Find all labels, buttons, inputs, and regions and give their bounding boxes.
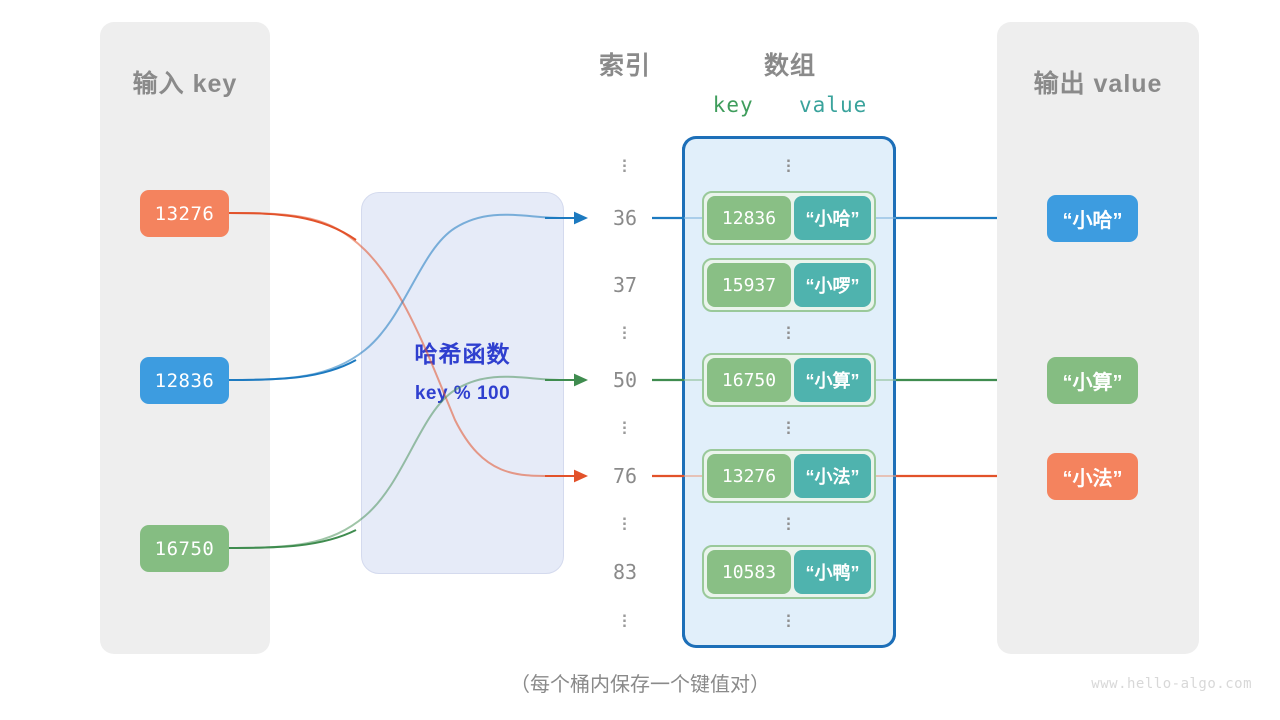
output-value-box[interactable]: “小法” [1047,453,1138,500]
input-key-box[interactable]: 12836 [140,357,229,404]
output-value-panel: 输出 value [997,22,1199,654]
input-key-label: 13276 [154,202,215,225]
index-ellipsis: · · · [622,151,628,181]
array-column-headers: key value [684,93,896,117]
value-column-header: value [799,93,868,117]
array-ellipsis: · · · [786,151,792,181]
array-bucket[interactable]: 16750 “小算” [702,353,876,407]
key-column-header: key [712,93,754,117]
bucket-key: 16750 [707,358,791,402]
input-panel-title: 输入 key [132,70,238,98]
array-bucket[interactable]: 10583 “小鸭” [702,545,876,599]
output-panel-title: 输出 value [1033,70,1163,98]
bucket-key: 12836 [707,196,791,240]
bucket-value: “小啰” [794,263,871,307]
input-key-box[interactable]: 13276 [140,190,229,237]
output-value-label: “小哈” [1062,210,1123,232]
array-ellipsis: · · · [786,318,792,348]
output-value-label: “小算” [1062,372,1123,394]
hash-function-formula: key % 100 [414,383,511,404]
array-column-heading: 数组 [763,52,816,80]
input-key-label: 12836 [154,369,215,392]
array-ellipsis: · · · [786,413,792,443]
index-label-50: 50 [612,368,638,392]
bucket-key: 13276 [707,454,791,498]
bucket-key: 10583 [707,550,791,594]
diagram-caption: （每个桶内保存一个键值对） [510,674,770,696]
input-key-box[interactable]: 16750 [140,525,229,572]
output-value-box[interactable]: “小哈” [1047,195,1138,242]
array-bucket[interactable]: 15937 “小啰” [702,258,876,312]
watermark: www.hello-algo.com [1091,676,1252,692]
output-value-box[interactable]: “小算” [1047,357,1138,404]
array-bucket[interactable]: 13276 “小法” [702,449,876,503]
bucket-value: “小算” [794,358,871,402]
index-label-76: 76 [612,464,638,488]
index-label-37: 37 [612,273,638,297]
index-ellipsis: · · · [622,509,628,539]
bucket-key: 15937 [707,263,791,307]
index-ellipsis: · · · [622,606,628,636]
index-column-heading: 索引 [598,52,651,80]
index-ellipsis: · · · [622,413,628,443]
input-key-label: 16750 [154,537,215,560]
index-label-83: 83 [612,560,638,584]
index-label-36: 36 [612,206,638,230]
index-ellipsis: · · · [622,318,628,348]
output-value-label: “小法” [1062,468,1123,490]
bucket-value: “小法” [794,454,871,498]
array-ellipsis: · · · [786,606,792,636]
bucket-value: “小鸭” [794,550,871,594]
array-ellipsis: · · · [786,509,792,539]
array-bucket[interactable]: 12836 “小哈” [702,191,876,245]
bucket-value: “小哈” [794,196,871,240]
